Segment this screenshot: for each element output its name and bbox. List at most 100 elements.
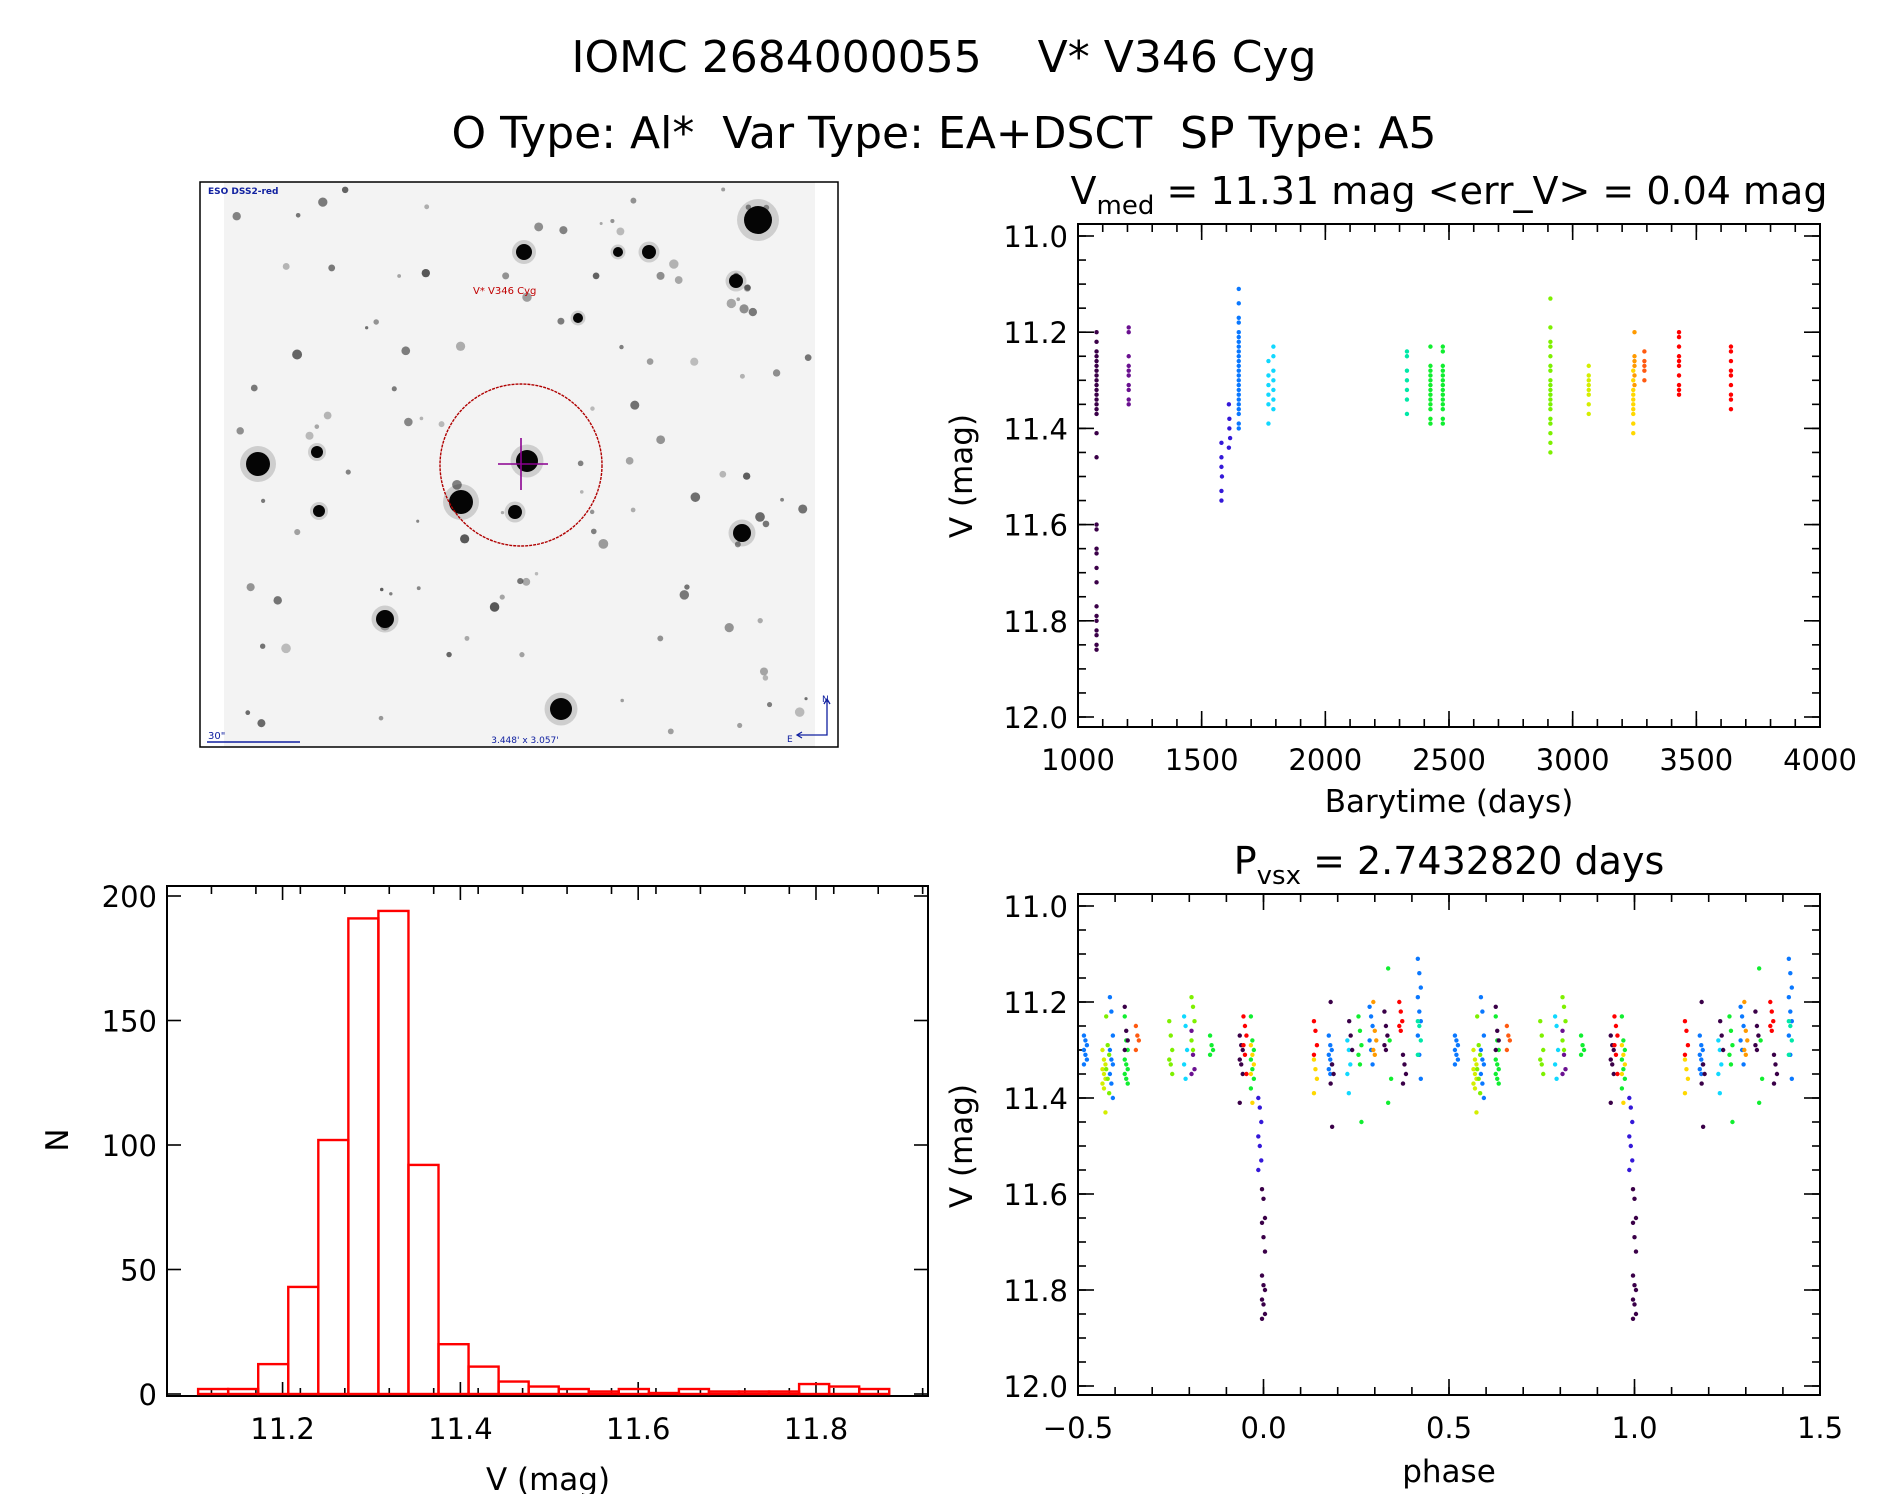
star	[460, 534, 470, 544]
data-point	[1385, 966, 1391, 971]
data-point	[1103, 1062, 1108, 1067]
plot-frame	[166, 885, 929, 1397]
data-point	[1630, 1316, 1636, 1322]
data-point	[1632, 330, 1637, 335]
data-point	[1236, 334, 1241, 340]
data-point	[1094, 339, 1099, 345]
x-tick-label: 11.2	[250, 1412, 315, 1446]
star	[599, 221, 603, 226]
histogram-bar	[196, 1387, 230, 1396]
data-point	[1262, 1287, 1268, 1293]
data-point	[1122, 1057, 1127, 1062]
data-point	[1126, 373, 1131, 378]
data-point	[1440, 406, 1446, 412]
data-point	[1728, 368, 1734, 373]
data-point	[1236, 392, 1241, 397]
y-axis-label: V (mag)	[944, 414, 980, 538]
star	[246, 452, 270, 476]
data-point	[1621, 1038, 1626, 1043]
title-line-2: O Type: Al* Var Type: EA+DSCT SP Type: A…	[452, 108, 1437, 159]
data-point	[1560, 1071, 1565, 1077]
data-point	[1328, 999, 1333, 1005]
star	[294, 528, 301, 536]
data-point	[1728, 1062, 1734, 1067]
data-point	[1328, 1071, 1333, 1077]
data-point	[1326, 1033, 1331, 1038]
data-point	[1631, 397, 1636, 402]
data-point	[1742, 999, 1747, 1005]
data-point	[1094, 330, 1099, 335]
target-label: V* V346 Cyg	[473, 286, 536, 297]
data-point	[1428, 421, 1433, 426]
data-point	[1236, 344, 1241, 349]
y-tick-label: 11.6	[1003, 1178, 1068, 1212]
star	[379, 587, 384, 592]
star	[619, 344, 624, 350]
data-point	[1094, 411, 1099, 417]
data-point	[1440, 392, 1446, 397]
data-point	[1631, 368, 1636, 373]
star	[684, 584, 690, 590]
data-point	[1236, 301, 1241, 306]
data-point	[1631, 431, 1636, 436]
data-point	[1262, 1249, 1268, 1254]
data-point	[1440, 363, 1446, 369]
data-point	[1184, 1047, 1190, 1053]
data-point	[1628, 1143, 1633, 1149]
star	[674, 276, 683, 284]
data-point	[1240, 1047, 1245, 1053]
histogram-bar	[677, 1387, 711, 1396]
data-point	[1728, 373, 1734, 378]
star	[446, 651, 452, 658]
fov-label: 3.448' x 3.057'	[491, 736, 559, 746]
data-point	[1493, 1014, 1498, 1019]
data-point	[1789, 1038, 1795, 1043]
star	[246, 583, 255, 592]
data-point	[1756, 1100, 1762, 1106]
data-point	[1250, 1067, 1255, 1072]
data-point	[1266, 392, 1271, 397]
data-point	[1611, 1071, 1616, 1077]
data-point	[1170, 1071, 1175, 1077]
data-point	[1700, 1062, 1706, 1067]
plot-frame	[1077, 223, 1821, 728]
data-point	[1374, 1038, 1379, 1043]
data-point	[1236, 373, 1241, 378]
data-point	[1227, 435, 1233, 441]
data-point	[1094, 647, 1099, 652]
data-point	[1684, 1067, 1689, 1072]
data-point	[1756, 1033, 1761, 1038]
data-point	[1554, 1023, 1559, 1029]
data-point	[1619, 1014, 1625, 1019]
data-point	[1471, 1047, 1476, 1053]
data-point	[1256, 1167, 1261, 1173]
star	[794, 707, 805, 717]
data-point	[1610, 1062, 1615, 1067]
data-point	[1242, 1023, 1248, 1029]
data-point	[1135, 1033, 1140, 1038]
data-point	[1181, 1014, 1187, 1019]
data-point	[1251, 1076, 1257, 1082]
data-point	[1311, 1019, 1317, 1024]
histogram-bar	[557, 1387, 590, 1396]
data-point	[1094, 604, 1099, 609]
star	[616, 227, 625, 236]
title-main: P	[1234, 839, 1257, 883]
data-point	[1630, 1187, 1636, 1192]
histogram-bar	[226, 1387, 260, 1396]
data-point	[1219, 498, 1224, 503]
star	[522, 577, 531, 586]
data-point	[1742, 1047, 1747, 1053]
data-point	[1124, 1028, 1129, 1034]
data-point	[1632, 1283, 1637, 1288]
data-point	[1630, 1158, 1635, 1163]
data-point	[1697, 1033, 1702, 1038]
data-point	[1741, 1023, 1746, 1029]
data-point	[1632, 1196, 1637, 1202]
star	[311, 446, 323, 458]
x-tick-label: 1.0	[1611, 1411, 1657, 1445]
star	[656, 435, 666, 445]
data-point	[1495, 1076, 1500, 1082]
data-point	[1428, 416, 1433, 421]
data-point	[1476, 1076, 1481, 1082]
